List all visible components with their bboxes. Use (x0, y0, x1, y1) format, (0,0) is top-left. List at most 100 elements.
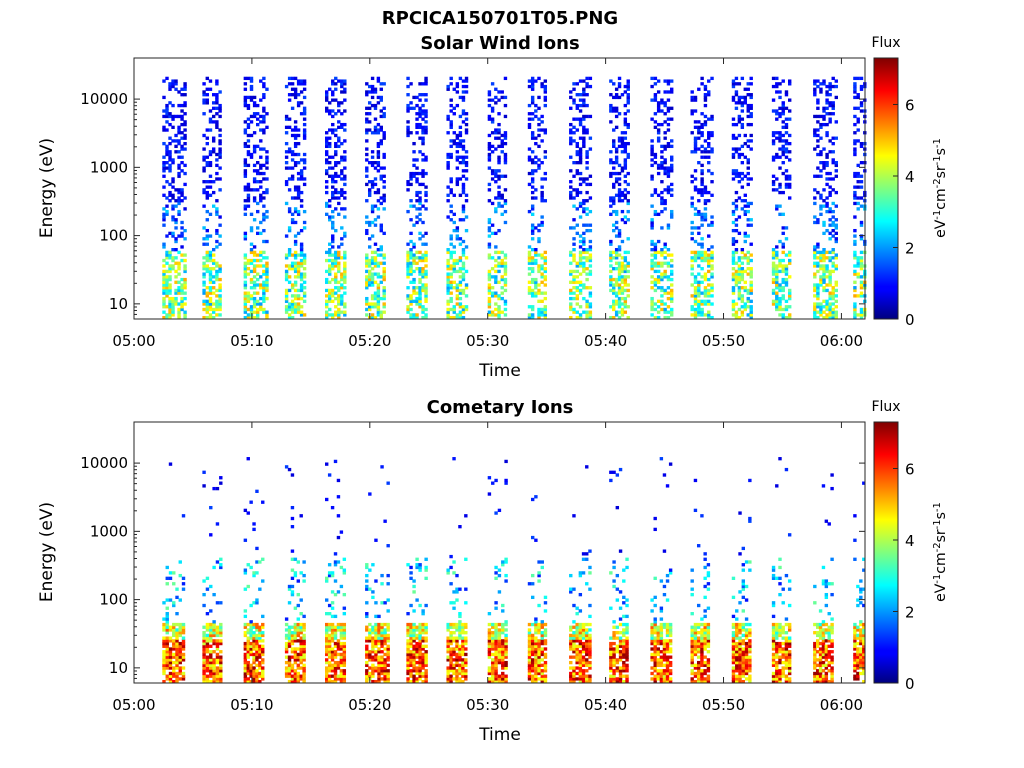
spectrogram-cell (181, 671, 186, 676)
spectrogram-cell (168, 663, 173, 667)
spectrogram-cell (252, 631, 256, 635)
spectrogram-cell (446, 215, 450, 219)
spectrogram-cell (243, 188, 248, 192)
spectrogram-cell (293, 283, 298, 287)
spectrogram-cell (243, 95, 248, 100)
spectrogram-cell (180, 286, 184, 290)
spectrogram-cell (202, 660, 206, 665)
spectrogram-cell (703, 275, 708, 279)
spectrogram-cell (530, 226, 535, 230)
spectrogram-cell (740, 101, 745, 105)
spectrogram-cell (302, 677, 306, 681)
spectrogram-cell (537, 76, 541, 81)
spectrogram-cell (663, 169, 667, 173)
spectrogram-cell (212, 565, 216, 570)
spectrogram-cell (609, 253, 613, 257)
spectrogram-cell (656, 122, 661, 127)
spectrogram-cell (418, 218, 422, 222)
spectrogram-cell (165, 606, 169, 610)
spectrogram-cell (342, 625, 347, 629)
spectrogram-cell (342, 631, 347, 635)
spectrogram-cell (449, 190, 453, 195)
spectrogram-cell (771, 256, 776, 260)
spectrogram-cell (856, 256, 860, 260)
spectrogram-cell (215, 677, 220, 681)
spectrogram-cell (617, 261, 622, 265)
spectrogram-cell (174, 226, 178, 230)
spectrogram-cell (670, 212, 674, 216)
spectrogram-cell (258, 625, 262, 629)
spectrogram-cell (660, 272, 664, 276)
spectrogram-cell (446, 280, 450, 284)
spectrogram-cell (334, 133, 338, 138)
spectrogram-cell (367, 272, 372, 276)
spectrogram-cell (172, 571, 176, 575)
spectrogram-cell (666, 171, 671, 176)
spectrogram-cell (181, 641, 186, 646)
spectrogram-cell (162, 269, 166, 274)
spectrogram-cell (743, 209, 747, 214)
spectrogram-cell (656, 166, 661, 170)
spectrogram-cell (211, 101, 216, 105)
spectrogram-cell (371, 679, 375, 684)
spectrogram-cell (255, 253, 260, 257)
spectrogram-cell (822, 204, 826, 208)
spectrogram-cell (249, 636, 253, 640)
spectrogram-cell (822, 122, 826, 127)
spectrogram-cell (165, 280, 169, 284)
spectrogram-cell (409, 267, 413, 271)
spectrogram-cell (609, 103, 613, 108)
spectrogram-cell (296, 658, 300, 662)
spectrogram-cell (543, 315, 548, 320)
spectrogram-cell (370, 90, 375, 94)
spectrogram-cell (255, 598, 259, 602)
spectrogram-cell (162, 275, 166, 279)
spectrogram-cell (412, 174, 416, 178)
spectrogram-cell (828, 103, 832, 108)
spectrogram-cell (415, 117, 419, 121)
spectrogram-cell (572, 98, 576, 102)
spectrogram-cell (218, 90, 222, 94)
spectrogram-cell (365, 215, 369, 219)
spectrogram-cell (503, 253, 508, 257)
spectrogram-cell (449, 125, 453, 129)
spectrogram-cell (165, 209, 169, 214)
spectrogram-cell (205, 218, 209, 222)
spectrogram-cell (569, 95, 573, 100)
spectrogram-cell (746, 204, 750, 208)
spectrogram-cell (825, 98, 829, 102)
spectrogram-cell (660, 101, 664, 105)
spectrogram-cell (262, 177, 266, 181)
spectrogram-cell (343, 90, 347, 94)
spectrogram-cell (165, 114, 169, 119)
spectrogram-cell (775, 90, 779, 94)
spectrogram-cell (614, 177, 619, 181)
spectrogram-cell (828, 139, 832, 143)
spectrogram-cell (743, 231, 747, 236)
spectrogram-cell (703, 215, 708, 219)
spectrogram-cell (656, 171, 661, 176)
spectrogram-cell (653, 155, 658, 159)
spectrogram-cell (168, 652, 173, 657)
spectrogram-cell (296, 305, 301, 309)
spectrogram-cell (415, 315, 419, 320)
spectrogram-cell (261, 631, 265, 635)
spectrogram-cell (424, 114, 428, 119)
spectrogram-cell (265, 269, 269, 274)
spectrogram-cell (623, 174, 628, 178)
spectrogram-cell (569, 307, 573, 312)
spectrogram-cell (612, 182, 616, 187)
spectrogram-cell (202, 652, 206, 657)
spectrogram-cell (325, 576, 329, 580)
spectrogram-cell (703, 98, 708, 102)
spectrogram-cell (205, 250, 209, 255)
spectrogram-cell (325, 280, 329, 284)
spectrogram-cell (299, 286, 304, 290)
spectrogram-cell (328, 280, 332, 284)
spectrogram-cell (219, 639, 223, 643)
spectrogram-cell (302, 573, 306, 578)
spectrogram-cell (497, 128, 501, 132)
spectrogram-cell (205, 576, 210, 580)
spectrogram-cell (178, 652, 182, 657)
spectrogram-cell (325, 628, 329, 632)
